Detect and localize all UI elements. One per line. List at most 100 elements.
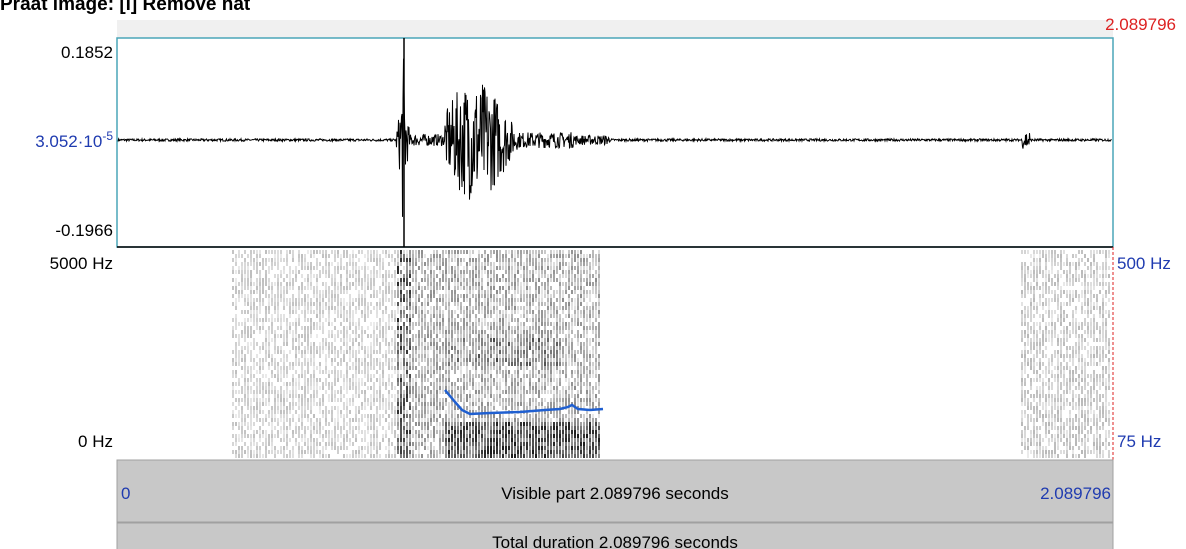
- spectrogram-cell: [589, 318, 591, 322]
- spectrogram-cell: [325, 370, 327, 374]
- spectrogram-cell: [289, 382, 291, 386]
- spectrogram-cell: [556, 338, 558, 342]
- spectrogram-cell: [454, 342, 456, 346]
- spectrogram-cell: [472, 418, 474, 422]
- spectrogram-cell: [256, 254, 258, 258]
- spectrogram-cell: [517, 310, 519, 314]
- spectrogram-cell: [562, 450, 564, 454]
- spectrogram-cell: [451, 278, 453, 282]
- spectrogram-cell: [403, 266, 405, 270]
- spectrogram-cell: [490, 442, 492, 446]
- spectrogram-cell: [568, 270, 570, 274]
- spectrogram-cell: [304, 302, 306, 306]
- spectrogram-cell: [502, 390, 504, 394]
- spectrogram-cell: [415, 446, 417, 450]
- spectrogram-cell: [406, 422, 408, 426]
- spectrogram-cell: [361, 330, 363, 334]
- spectrogram-cell: [574, 310, 576, 314]
- spectrogram-cell: [466, 350, 468, 354]
- spectrogram-cell: [457, 394, 459, 398]
- spectrogram-cell: [451, 274, 453, 278]
- spectrogram-cell: [472, 310, 474, 314]
- spectrogram-cell: [364, 318, 366, 322]
- spectrogram-cell: [385, 310, 387, 314]
- spectrogram-cell: [481, 374, 483, 378]
- spectrogram-cell: [589, 386, 591, 390]
- spectrogram-cell: [274, 298, 276, 302]
- spectrogram-cell: [445, 342, 447, 346]
- spectrogram-cell: [559, 258, 561, 262]
- spectrogram-cell: [430, 402, 432, 406]
- spectrogram-cell: [316, 302, 318, 306]
- spectrogram-cell: [559, 326, 561, 330]
- spectrogram-cell: [298, 450, 300, 454]
- spectrogram-cell: [445, 354, 447, 358]
- spectrogram-cell: [559, 362, 561, 366]
- spectrogram-cell: [295, 422, 297, 426]
- spectrogram-cell: [436, 362, 438, 366]
- spectrogram-cell: [502, 266, 504, 270]
- spectrogram-cell: [493, 266, 495, 270]
- spectrogram-cell: [370, 282, 372, 286]
- spectrogram-cell: [448, 370, 450, 374]
- spectrogram-cell: [241, 354, 243, 358]
- spectrogram-cell: [346, 410, 348, 414]
- spectrogram-cell: [379, 378, 381, 382]
- spectrogram-cell: [412, 322, 414, 326]
- spectrogram-cell: [319, 426, 321, 430]
- spectrogram-cell: [529, 438, 531, 442]
- spectrogram-cell: [403, 414, 405, 418]
- spectrogram-cell: [457, 398, 459, 402]
- spectrogram-cell: [484, 362, 486, 366]
- spectrogram-cell: [388, 406, 390, 410]
- spectrogram-cell: [523, 266, 525, 270]
- spectrogram-cell: [235, 326, 237, 330]
- spectrogram-cell: [370, 322, 372, 326]
- spectrogram-cell: [499, 254, 501, 258]
- spectrogram-cell: [445, 330, 447, 334]
- spectrogram-cell: [538, 346, 540, 350]
- spectrogram-cell: [373, 418, 375, 422]
- spectrogram-cell: [547, 454, 549, 458]
- spectrogram-cell: [337, 254, 339, 258]
- spectrogram-cell: [553, 374, 555, 378]
- spectrogram-cell: [298, 318, 300, 322]
- spectrogram-cell: [358, 278, 360, 282]
- spectrogram-cell: [571, 422, 573, 426]
- spectrogram-cell: [490, 338, 492, 342]
- spectrogram-cell: [304, 258, 306, 262]
- spectrogram-cell: [421, 270, 423, 274]
- spectrogram-cell: [280, 438, 282, 442]
- spectrogram-cell: [304, 350, 306, 354]
- spectrogram-cell: [532, 274, 534, 278]
- spectrogram-cell: [544, 414, 546, 418]
- spectrogram-cell: [409, 366, 411, 370]
- spectrogram-cell: [232, 270, 234, 274]
- spectrogram-cell: [409, 358, 411, 362]
- spectrogram-cell: [475, 362, 477, 366]
- spectrogram-cell: [238, 358, 240, 362]
- spectrogram-cell: [559, 422, 561, 426]
- spectrogram-cell: [565, 286, 567, 290]
- spectrogram-cell: [568, 274, 570, 278]
- spectrogram-cell: [586, 454, 588, 458]
- spectrogram-cell: [256, 282, 258, 286]
- spectrogram-cell: [481, 318, 483, 322]
- spectrogram-cell: [268, 326, 270, 330]
- spectrogram-cell: [496, 438, 498, 442]
- spectrogram-cell: [568, 326, 570, 330]
- spectrogram-cell: [511, 354, 513, 358]
- spectrogram-cell: [373, 286, 375, 290]
- spectrogram-cell: [259, 358, 261, 362]
- spectrogram-cell: [544, 290, 546, 294]
- spectrogram-cell: [241, 454, 243, 458]
- spectrogram-cell: [400, 402, 402, 406]
- spectrogram-cell: [250, 302, 252, 306]
- spectrogram-cell: [529, 374, 531, 378]
- spectrogram-cell: [499, 394, 501, 398]
- spectrogram-cell: [241, 254, 243, 258]
- spectrogram-cell: [592, 302, 594, 306]
- spectrogram-cell: [298, 350, 300, 354]
- spectrogram-cell: [454, 266, 456, 270]
- spectrogram-cell: [457, 338, 459, 342]
